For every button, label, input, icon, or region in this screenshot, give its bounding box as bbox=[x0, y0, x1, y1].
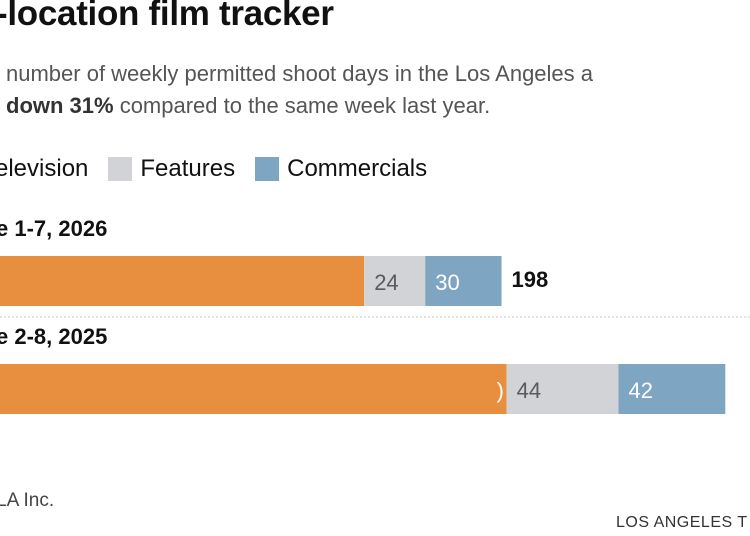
legend-item-television: elevision bbox=[0, 155, 88, 183]
legend-label-commercials: Commercials bbox=[287, 155, 428, 182]
subtitle-line-2-text: compared to the same week last year. bbox=[113, 93, 491, 118]
bar-value-label-0-2: 30 bbox=[435, 270, 459, 295]
legend-label-television: elevision bbox=[0, 155, 89, 182]
chart-subtitle: number of weekly permitted shoot days in… bbox=[6, 58, 593, 122]
source-note: LA Inc. bbox=[0, 490, 55, 511]
bar-segment-1-1 bbox=[506, 364, 619, 414]
bar-segment-0-2 bbox=[425, 256, 502, 306]
credit-logo: LOS ANGELES T bbox=[616, 514, 748, 531]
subtitle-line-1: number of weekly permitted shoot days in… bbox=[6, 61, 594, 86]
bar-segment-0-1 bbox=[364, 256, 426, 306]
bar-value-label-1-1: 44 bbox=[517, 378, 541, 403]
bar-total-label-0: 198 bbox=[512, 267, 549, 292]
category-label-0: e 1-7, 2026 bbox=[0, 216, 107, 241]
subtitle-highlight: down 31% bbox=[6, 93, 114, 118]
chart-legend: elevision Features Commercials bbox=[0, 155, 447, 183]
legend-swatch-features bbox=[108, 157, 133, 181]
legend-item-commercials: Commercials bbox=[255, 155, 427, 183]
bar-segment-0-0 bbox=[0, 256, 365, 306]
category-label-1: e 2-8, 2025 bbox=[0, 324, 107, 349]
bar-segment-1-2 bbox=[618, 364, 726, 414]
legend-item-features: Features bbox=[108, 155, 235, 183]
legend-swatch-commercials bbox=[255, 157, 280, 181]
subtitle-line-2: down 31% compared to the same week last … bbox=[6, 90, 593, 122]
stacked-bar-chart: e 1-7, 2026 24 30 198 e 2-8, 2025) 44 42 bbox=[0, 216, 750, 414]
legend-label-features: Features bbox=[140, 155, 236, 182]
bar-value-label-0-1: 24 bbox=[374, 270, 398, 295]
bar-value-label-1-2: 42 bbox=[628, 378, 652, 403]
chart-title: -location film tracker bbox=[0, 0, 334, 33]
bar-segment-1-0 bbox=[0, 364, 507, 414]
bar-value-label-1-0: ) bbox=[497, 378, 504, 403]
